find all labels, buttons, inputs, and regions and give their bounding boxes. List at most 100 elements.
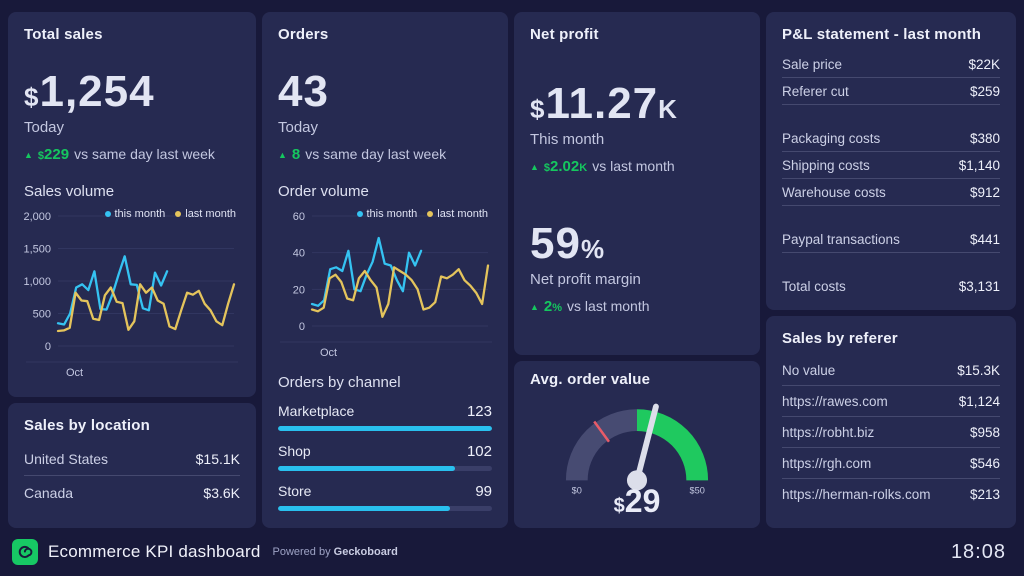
delta-value: 2% bbox=[543, 298, 563, 316]
column-2: Orders 43 Today ▲ 8 vs same day last wee… bbox=[262, 12, 508, 528]
delta-text: vs last month bbox=[567, 298, 650, 315]
row-label: Warehouse costs bbox=[782, 184, 886, 200]
orders-value: 43 bbox=[278, 67, 329, 116]
sales-volume-chart: 0 500 1,000 1,500 2,000 Oct this month last mon… bbox=[24, 204, 240, 380]
row-value: $1,140 bbox=[958, 157, 1000, 173]
value-number: 11.27 bbox=[545, 79, 659, 128]
row-label: Total costs bbox=[782, 278, 846, 294]
bar-label: Store bbox=[278, 483, 312, 500]
legend-item: last month bbox=[427, 208, 488, 220]
card-title: Net profit bbox=[530, 26, 599, 43]
table-row: Referer cut $259 bbox=[782, 78, 1000, 105]
legend-dot-icon bbox=[356, 211, 363, 218]
svg-text:40: 40 bbox=[293, 248, 305, 260]
bar-value: 123 bbox=[466, 403, 492, 421]
table-row: https://rawes.com $1,124 bbox=[782, 386, 1000, 417]
svg-text:60: 60 bbox=[293, 211, 305, 223]
svg-text:0: 0 bbox=[299, 321, 305, 333]
row-label: Paypal transactions bbox=[782, 231, 900, 247]
row-value: $546 bbox=[969, 455, 1000, 471]
table-row: No value $15.3K bbox=[782, 355, 1000, 386]
channel-bar: Marketplace 123 bbox=[278, 403, 492, 432]
card-title: Sales by location bbox=[24, 417, 150, 434]
orders-card: Orders 43 Today ▲ 8 vs same day last wee… bbox=[262, 12, 508, 528]
row-label: https://robht.biz bbox=[782, 424, 875, 440]
row-label: https://rgh.com bbox=[782, 455, 872, 471]
svg-text:1,000: 1,000 bbox=[24, 276, 51, 288]
row-value: $213 bbox=[969, 486, 1000, 502]
chart-legend: this month last month bbox=[104, 208, 236, 220]
legend-dot-icon bbox=[427, 211, 434, 218]
powered-by: Powered by Geckoboard bbox=[272, 546, 398, 558]
currency-symbol: $ bbox=[24, 82, 40, 112]
row-label: Referer cut bbox=[782, 83, 849, 99]
svg-text:2,000: 2,000 bbox=[24, 211, 51, 223]
sales-by-referer-card: Sales by referer No value $15.3K https://r… bbox=[766, 316, 1016, 528]
period-label: Today bbox=[278, 119, 319, 137]
delta-indicator: ▲ 2% vs last month bbox=[530, 298, 744, 315]
bar-value: 99 bbox=[475, 483, 492, 501]
orders-by-channel-bars: Marketplace 123 Shop 102 Store 99 bbox=[278, 403, 492, 512]
delta-value: $2.02K bbox=[543, 158, 588, 176]
table-row: https://herman-rolks.com $213 bbox=[782, 479, 1000, 509]
sales-by-location-table: United States $15.1K Canada $3.6K bbox=[24, 442, 240, 509]
svg-text:$50: $50 bbox=[690, 486, 705, 496]
bar-fill bbox=[278, 506, 451, 512]
legend-dot-icon bbox=[175, 211, 182, 218]
delta-value: 8 bbox=[291, 146, 301, 164]
delta-text: vs same day last week bbox=[74, 146, 215, 163]
delta-indicator: ▲ $2.02K vs last month bbox=[530, 158, 744, 175]
svg-text:0: 0 bbox=[45, 341, 51, 353]
svg-text:Oct: Oct bbox=[320, 347, 337, 359]
table-group-spacer bbox=[782, 253, 1000, 273]
row-value: $441 bbox=[969, 231, 1000, 247]
table-row: Packaging costs $380 bbox=[782, 125, 1000, 152]
table-group-spacer bbox=[782, 105, 1000, 125]
column-3: Net profit $11.27K This month ▲ $2.02K v… bbox=[514, 12, 760, 528]
channel-bar: Store 99 bbox=[278, 483, 492, 512]
dashboard-title: Ecommerce KPI dashboard bbox=[48, 542, 261, 561]
delta-indicator: ▲ $229 vs same day last week bbox=[24, 146, 240, 163]
chart-title: Sales volume bbox=[24, 183, 115, 201]
increase-arrow-icon: ▲ bbox=[24, 150, 33, 161]
row-label: United States bbox=[24, 450, 109, 467]
row-value: $15.1K bbox=[195, 450, 240, 467]
legend-item: this month bbox=[104, 208, 165, 220]
pnl-table: Sale price $22K Referer cut $259 Packaging c… bbox=[782, 51, 1000, 299]
sales-by-referer-table: No value $15.3K https://rawes.com $1,124 htt… bbox=[782, 355, 1000, 509]
currency-symbol: $ bbox=[613, 495, 625, 518]
increase-arrow-icon: ▲ bbox=[530, 162, 539, 173]
net-profit-value: $11.27K bbox=[530, 79, 744, 128]
card-title: Total sales bbox=[24, 26, 103, 43]
bar-track bbox=[278, 426, 492, 432]
table-row: https://rgh.com $546 bbox=[782, 448, 1000, 479]
margin-label: Net profit margin bbox=[530, 271, 641, 289]
table-row: United States $15.1K bbox=[24, 442, 240, 476]
order-volume-chart: 0 20 40 60 Oct this month last month bbox=[278, 204, 492, 360]
brand-name: Geckoboard bbox=[333, 546, 398, 558]
svg-text:1,500: 1,500 bbox=[24, 244, 51, 256]
table-row: Total costs $3,131 bbox=[782, 273, 1000, 299]
period-label: This month bbox=[530, 131, 605, 149]
row-label: Shipping costs bbox=[782, 157, 870, 173]
avg-order-value-card: Avg. order value $0 $50 $29 bbox=[514, 361, 760, 528]
gauge-value: $29 bbox=[613, 483, 661, 520]
percent-suffix: % bbox=[580, 234, 606, 265]
bar-fill bbox=[278, 426, 492, 432]
row-value: $22K bbox=[968, 56, 1000, 72]
row-label: https://herman-rolks.com bbox=[782, 486, 931, 502]
net-profit-card: Net profit $11.27K This month ▲ $2.02K v… bbox=[514, 12, 760, 355]
chart-title: Order volume bbox=[278, 183, 369, 201]
delta-text: vs last month bbox=[592, 158, 675, 175]
increase-arrow-icon: ▲ bbox=[530, 302, 539, 313]
chart-legend: this month last month bbox=[356, 208, 488, 220]
increase-arrow-icon: ▲ bbox=[278, 150, 287, 161]
card-title: Orders bbox=[278, 26, 329, 43]
value-suffix: K bbox=[658, 94, 678, 124]
dashboard-grid: Total sales $1,254 Today ▲ $229 vs same … bbox=[8, 12, 1016, 528]
row-label: No value bbox=[782, 362, 836, 378]
table-row: Shipping costs $1,140 bbox=[782, 152, 1000, 179]
avg-order-value-gauge: $0 $50 bbox=[530, 390, 744, 497]
card-title: Sales by referer bbox=[782, 330, 898, 347]
period-label: Today bbox=[24, 119, 65, 137]
